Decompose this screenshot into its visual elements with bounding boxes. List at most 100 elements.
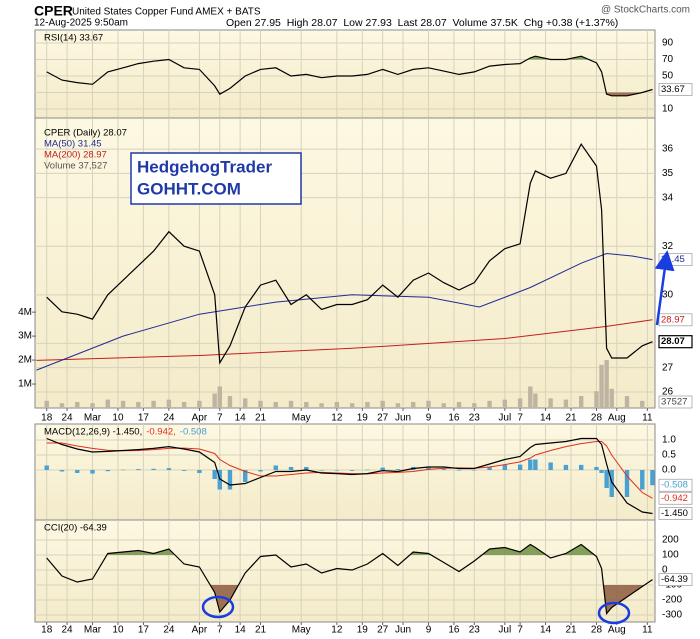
line <box>46 437 653 515</box>
x-tick-label: 23 <box>469 625 481 636</box>
annotations <box>201 250 675 625</box>
panel: 26 27 28 30 32 34 35 36 1M 2M 3M 4M 18 24 Mar 10 17 24 Apr… <box>18 117 693 424</box>
y-tick-label: 26 <box>662 387 674 398</box>
y-tick-label: 50 <box>662 71 674 82</box>
bar <box>217 386 222 408</box>
bar <box>334 402 340 408</box>
y-tick-label: 100 <box>662 550 679 561</box>
bar <box>227 469 233 490</box>
bar <box>90 403 95 408</box>
x-tick-label: 24 <box>62 413 74 424</box>
bar <box>166 399 172 408</box>
x-tick-label: 7 <box>217 625 223 636</box>
bar <box>304 402 309 408</box>
bar <box>197 469 202 473</box>
y-tick-label: 32 <box>662 241 674 252</box>
x-tick-label: 17 <box>138 625 150 636</box>
y-tick-label: -200 <box>662 595 682 606</box>
panel: -300-200-10001002001824Mar101724Apr71421… <box>34 519 693 636</box>
x-tick-label: May <box>292 413 311 424</box>
x-tick-label: 12 <box>331 413 343 424</box>
x-tick-label: 11 <box>642 625 653 636</box>
bar <box>456 402 462 408</box>
bar <box>640 400 645 408</box>
bar <box>533 459 538 470</box>
bar <box>59 469 65 472</box>
y2-tick-label: 2M <box>18 355 32 366</box>
legend-entry: CCI(20) -64.39 <box>44 523 107 534</box>
y2-tick-label: 1M <box>18 379 32 390</box>
y2-tick-label: 3M <box>18 331 32 342</box>
legend-entry: MACD(12,26,9) -1.450, <box>44 427 142 438</box>
bar <box>151 400 156 408</box>
y-tick-label: 0.0 <box>662 465 676 476</box>
y-tick-label: 90 <box>662 38 674 49</box>
bar <box>650 407 655 408</box>
bar <box>365 469 370 471</box>
bar <box>604 360 609 408</box>
arrow-annotation <box>654 250 675 326</box>
line <box>36 319 653 361</box>
bar <box>563 399 569 408</box>
x-tick-label: 18 <box>41 413 53 424</box>
value-label: 37527 <box>661 397 687 408</box>
x-tick-label: 10 <box>112 625 124 636</box>
watermark: HedgehogTrader GOHHT.COM <box>130 152 302 205</box>
bar <box>578 396 584 408</box>
bar <box>136 402 141 408</box>
bar <box>319 469 324 471</box>
bar <box>105 469 110 472</box>
bar <box>472 469 477 471</box>
bar <box>44 400 49 408</box>
bar <box>395 469 401 470</box>
bar <box>120 400 126 408</box>
x-tick-label: 14 <box>235 413 247 424</box>
y2-tick-label: 4M <box>18 307 32 318</box>
panel: 0.0 0.5 1.0 -0.508 -0.942, MACD(12,26,9) -1.4… <box>34 423 693 521</box>
legend-entry: CPER (Daily) 28.07 <box>44 128 127 139</box>
plot-area <box>34 423 656 521</box>
y-tick-label: 10 <box>662 104 674 115</box>
bar <box>502 399 508 408</box>
bar <box>640 469 645 490</box>
x-tick-label: Aug <box>608 413 626 424</box>
bar <box>319 403 324 408</box>
bar <box>487 466 492 470</box>
y-tick-label: 200 <box>662 535 679 546</box>
x-tick-label: Jun <box>395 413 411 424</box>
x-tick-label: 17 <box>138 413 150 424</box>
value-label-box <box>658 335 693 349</box>
bar <box>624 396 630 408</box>
description: United States Copper Fund AMEX + BATS <box>72 7 261 18</box>
bar <box>44 465 49 470</box>
bar <box>334 469 340 471</box>
y-tick-label: 35 <box>662 168 674 179</box>
bar <box>120 469 126 471</box>
y-tick-label: 0 <box>662 565 668 576</box>
bar <box>197 400 202 408</box>
bar <box>548 398 553 408</box>
bar <box>365 402 370 408</box>
x-tick-label: Apr <box>192 625 208 636</box>
plot-area <box>34 519 656 623</box>
bar <box>90 469 95 474</box>
bar <box>304 466 309 470</box>
bar <box>594 391 599 408</box>
bar <box>517 464 523 470</box>
bar <box>380 400 385 408</box>
value-label: -0.942 <box>661 493 688 504</box>
bar <box>563 464 569 470</box>
bar <box>599 469 604 473</box>
x-tick-label: 24 <box>163 413 175 424</box>
bar <box>441 403 446 408</box>
bar <box>411 402 416 408</box>
timestamp: 12-Aug-2025 9:50am <box>34 18 128 29</box>
legend-entry: -0.942, <box>146 427 176 438</box>
x-tick-label: 16 <box>448 625 460 636</box>
bar <box>380 467 385 470</box>
x-tick-label: 10 <box>112 413 124 424</box>
legend-entry: RSI(14) 33.67 <box>44 33 103 44</box>
y-tick-label: 70 <box>662 54 674 65</box>
x-tick-label: 28 <box>591 625 603 636</box>
bar <box>75 469 80 473</box>
